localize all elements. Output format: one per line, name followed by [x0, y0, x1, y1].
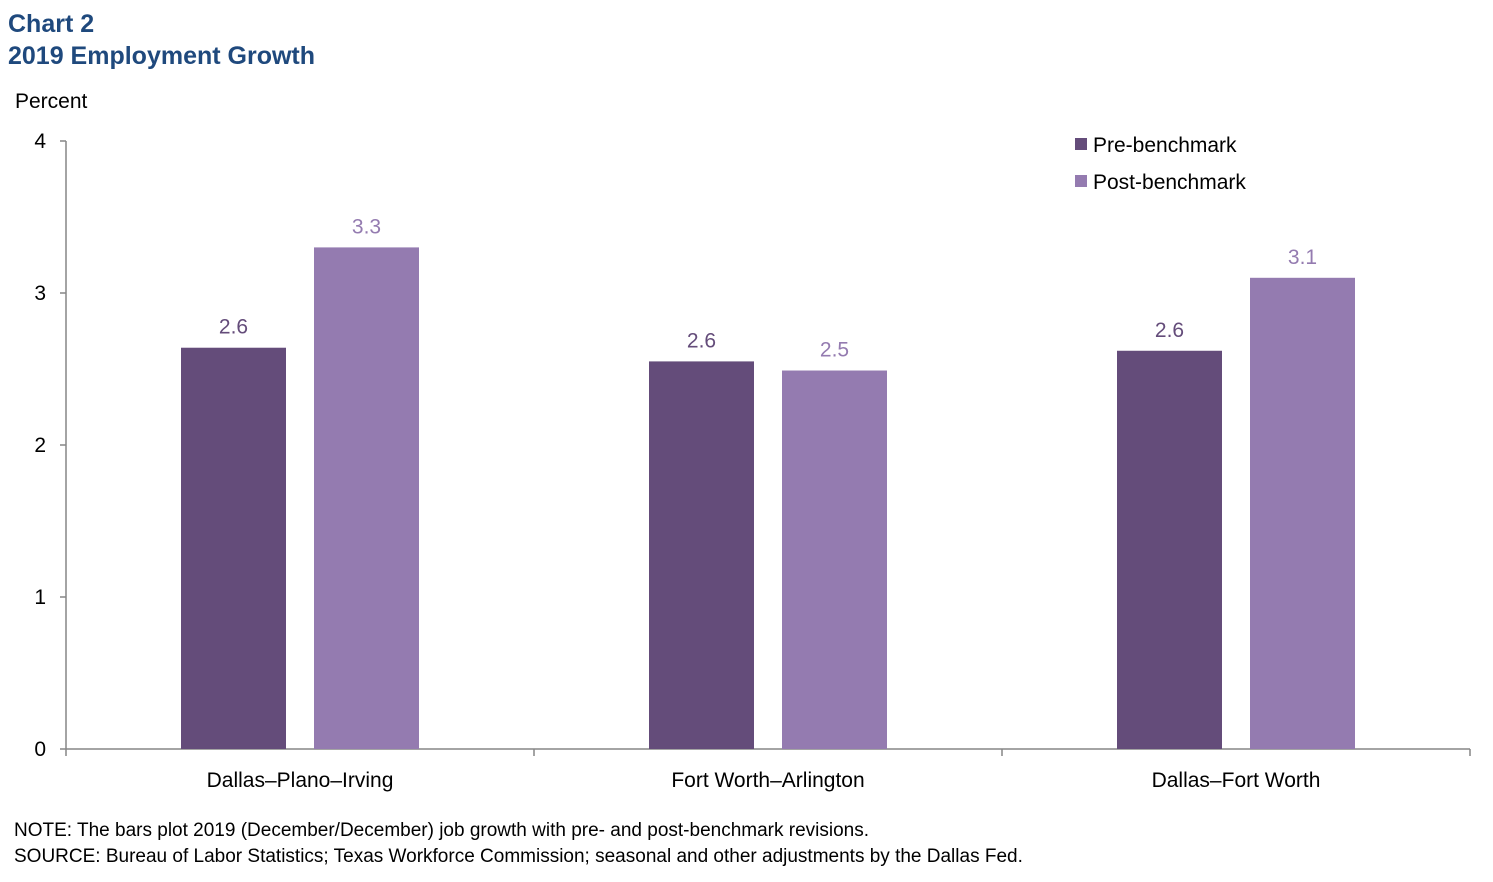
- x-tick-label: Dallas–Fort Worth: [1152, 769, 1321, 792]
- legend-swatch: [1075, 175, 1087, 187]
- x-tick-label: Fort Worth–Arlington: [671, 769, 864, 792]
- data-label: 3.3: [352, 215, 381, 238]
- data-label: 2.5: [820, 339, 849, 362]
- y-axis-label: Percent: [15, 90, 88, 113]
- chart-title: 2019 Employment Growth: [8, 42, 316, 70]
- chart-number: Chart 2: [8, 10, 95, 38]
- bar-post-benchmark: [1250, 277, 1355, 749]
- bar-post-benchmark: [314, 247, 419, 749]
- y-tick-label: 3: [34, 282, 46, 305]
- bar-pre-benchmark: [649, 361, 754, 749]
- bars: 2.6 3.3 2.6 2.5 2.6 3.1: [181, 215, 1355, 749]
- bar-pre-benchmark: [181, 347, 286, 749]
- legend-label: Post-benchmark: [1093, 171, 1246, 194]
- bar-pre-benchmark: [1117, 350, 1222, 749]
- data-label: 2.6: [219, 316, 248, 339]
- footnotes: NOTE: The bars plot 2019 (December/Decem…: [14, 818, 1023, 870]
- data-label: 3.1: [1288, 246, 1317, 269]
- bar-chart: Percent 0 1 2 3 4 Dallas–Plano–Irving Fort Wor…: [15, 90, 1471, 792]
- chart-title-block: Chart 2 2019 Employment Growth: [8, 8, 315, 72]
- y-tick-label: 4: [34, 130, 46, 153]
- legend-swatch: [1075, 138, 1087, 150]
- legend: Pre-benchmark Post-benchmark: [1075, 134, 1246, 194]
- source-text: SOURCE: Bureau of Labor Statistics; Texa…: [14, 846, 1023, 867]
- data-label: 2.6: [1155, 319, 1184, 342]
- bar-post-benchmark: [782, 370, 887, 749]
- axes: 0 1 2 3 4 Dallas–Plano–Irving Fort Worth–Arlin…: [34, 130, 1471, 792]
- data-label: 2.6: [687, 329, 716, 352]
- y-tick-label: 2: [34, 434, 46, 457]
- note-text: NOTE: The bars plot 2019 (December/Decem…: [14, 820, 870, 841]
- legend-label: Pre-benchmark: [1093, 134, 1237, 157]
- x-tick-label: Dallas–Plano–Irving: [207, 769, 394, 792]
- y-tick-label: 0: [34, 738, 46, 761]
- y-tick-label: 1: [34, 586, 46, 609]
